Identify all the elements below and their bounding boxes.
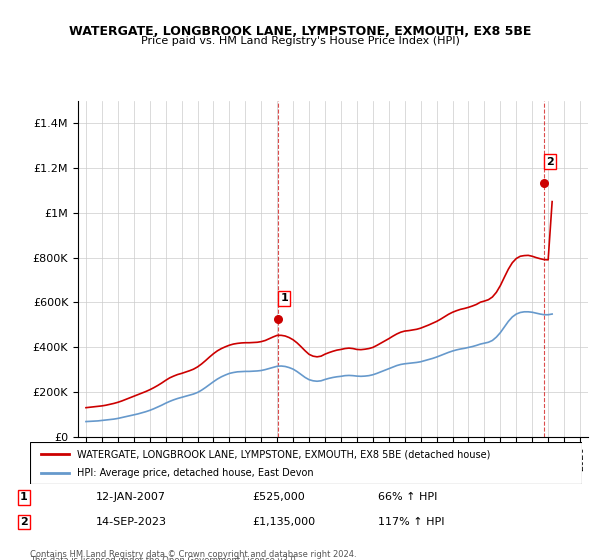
Text: 1: 1 [280, 293, 288, 304]
Point [539, 178, 548, 187]
Text: HPI: Average price, detached house, East Devon: HPI: Average price, detached house, East… [77, 468, 314, 478]
Text: £525,000: £525,000 [252, 492, 305, 502]
Text: WATERGATE, LONGBROOK LANE, LYMPSTONE, EXMOUTH, EX8 5BE (detached house): WATERGATE, LONGBROOK LANE, LYMPSTONE, EX… [77, 449, 490, 459]
FancyBboxPatch shape [30, 442, 582, 484]
Text: Price paid vs. HM Land Registry's House Price Index (HPI): Price paid vs. HM Land Registry's House … [140, 36, 460, 46]
Text: 1: 1 [20, 492, 28, 502]
Text: 12-JAN-2007: 12-JAN-2007 [96, 492, 166, 502]
Text: 2: 2 [20, 517, 28, 527]
Text: This data is licensed under the Open Government Licence v3.0.: This data is licensed under the Open Gov… [30, 556, 298, 560]
Text: 2: 2 [546, 157, 554, 167]
Text: 117% ↑ HPI: 117% ↑ HPI [378, 517, 445, 527]
Text: 66% ↑ HPI: 66% ↑ HPI [378, 492, 437, 502]
Text: Contains HM Land Registry data © Crown copyright and database right 2024.: Contains HM Land Registry data © Crown c… [30, 550, 356, 559]
Text: WATERGATE, LONGBROOK LANE, LYMPSTONE, EXMOUTH, EX8 5BE: WATERGATE, LONGBROOK LANE, LYMPSTONE, EX… [69, 25, 531, 38]
Text: 14-SEP-2023: 14-SEP-2023 [96, 517, 167, 527]
Text: £1,135,000: £1,135,000 [252, 517, 315, 527]
Point [273, 315, 283, 324]
